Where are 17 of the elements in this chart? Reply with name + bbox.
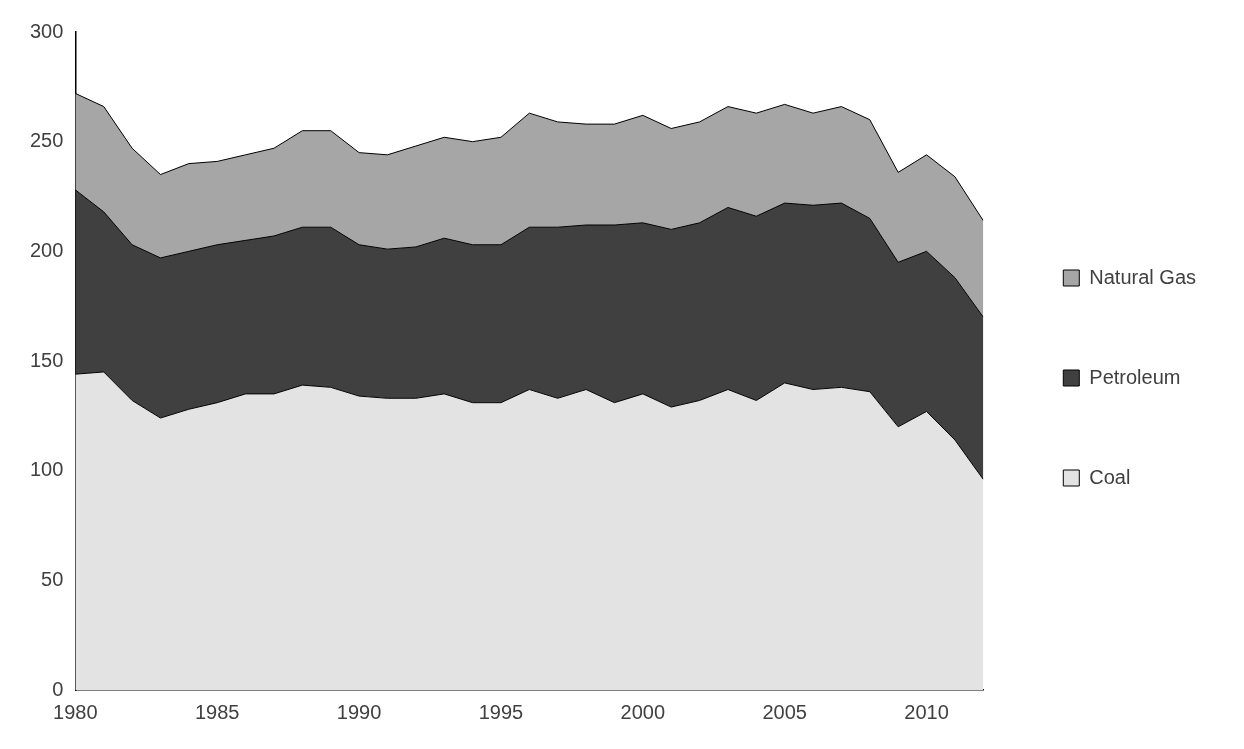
legend-label: Natural Gas [1089,265,1197,288]
y-tick-label: 0 [52,677,64,700]
y-tick-label: 150 [29,348,64,371]
x-tick-label: 1985 [194,700,240,723]
y-tick-label: 250 [29,129,64,152]
y-tick-label: 50 [41,567,64,590]
legend-label: Coal [1089,465,1131,488]
y-tick-label: 200 [29,238,64,261]
y-tick-label: 300 [29,19,64,42]
y-tick-label: 100 [29,458,64,481]
x-tick-label: 1990 [336,700,382,723]
x-tick-label: 1995 [478,700,524,723]
legend-label: Petroleum [1089,365,1181,388]
x-tick-label: 2000 [620,700,666,723]
x-tick-label: 1980 [53,700,98,723]
x-tick-label: 2010 [904,700,949,723]
x-tick-label: 2005 [762,700,807,723]
